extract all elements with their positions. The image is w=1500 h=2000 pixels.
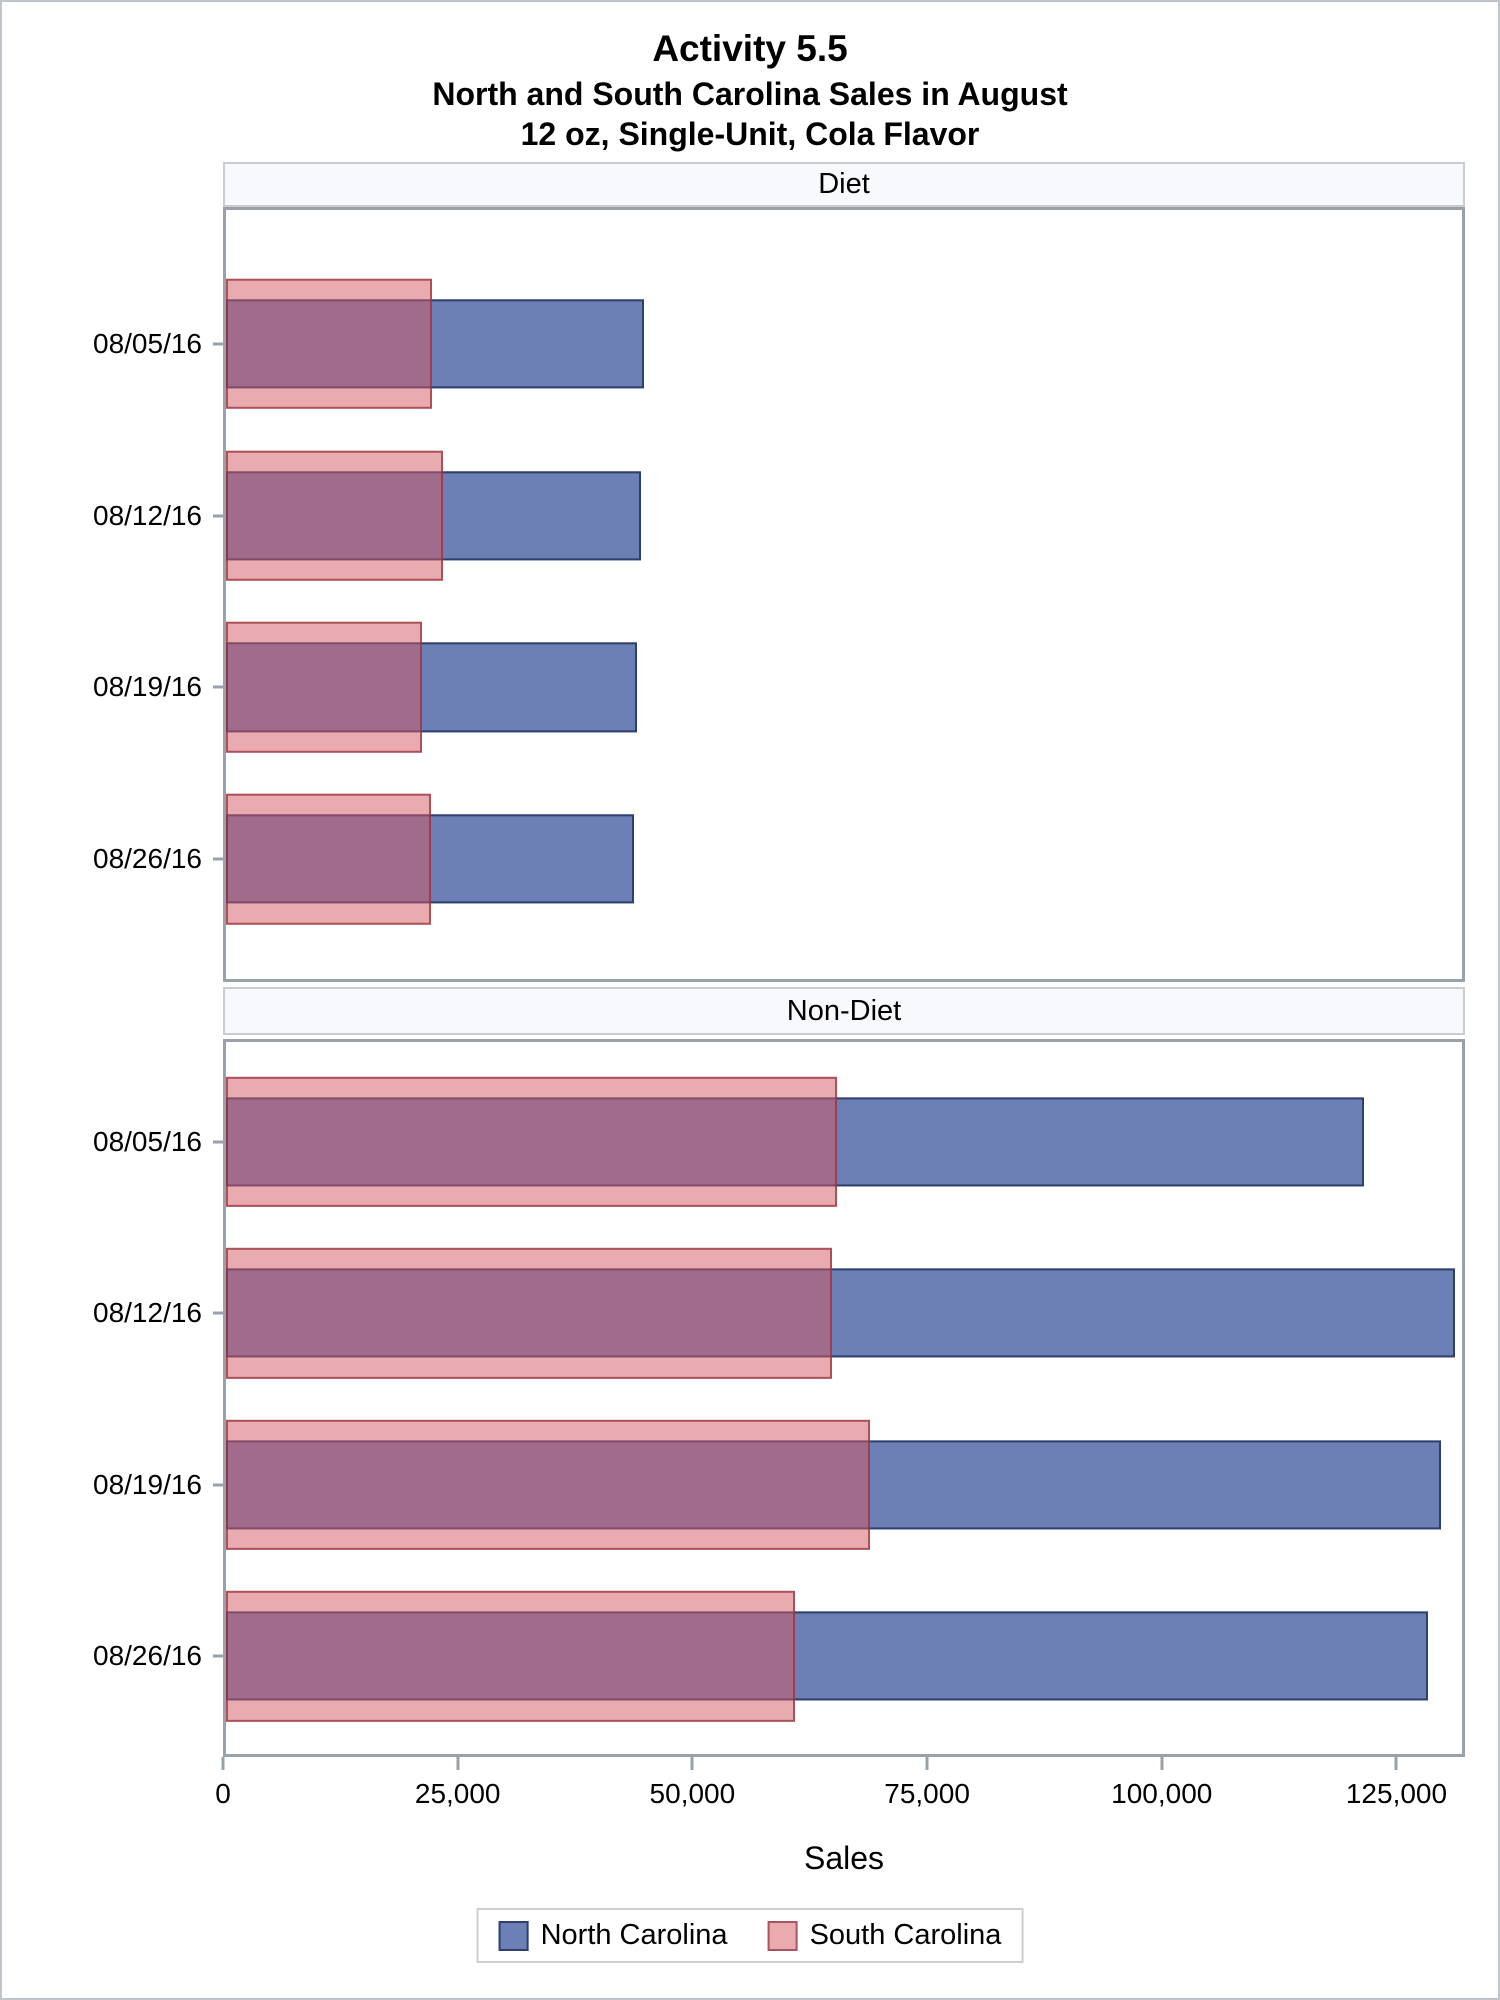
panel-header-diet: Diet xyxy=(223,162,1465,207)
legend-label: North Carolina xyxy=(540,1919,728,1951)
panel-plot-non-diet: 08/05/16 08/12/16 08/19/16 08/26/16 xyxy=(93,1039,1465,1757)
chart-subtitle-2: 12 oz, Single-Unit, Cola Flavor xyxy=(520,116,980,152)
bar-group-08/05/16: 08/05/16 xyxy=(93,258,1462,430)
bar-south-carolina xyxy=(226,1248,833,1379)
y-tick-mark xyxy=(213,342,223,346)
x-tick-label: 50,000 xyxy=(649,1778,736,1809)
bar-south-carolina xyxy=(226,450,443,581)
bar-south-carolina xyxy=(226,622,423,753)
y-tick-label: 08/05/16 xyxy=(93,1125,202,1157)
y-tick-mark xyxy=(213,1654,223,1658)
bar-group-08/12/16: 08/12/16 xyxy=(93,430,1462,602)
bar-group-08/19/16: 08/19/16 xyxy=(93,1399,1462,1571)
x-axis-ticks xyxy=(221,1757,1465,1771)
x-axis-title: Sales xyxy=(803,1840,885,1876)
x-axis-tick-labels: 0 25,000 50,000 75,000 100,000 125,000 xyxy=(215,1778,1465,1814)
bar-south-carolina xyxy=(226,1419,870,1550)
x-tick-label: 125,000 xyxy=(1345,1778,1448,1809)
x-tick-mark xyxy=(1394,1757,1398,1770)
panel-header-non-diet: Non-Diet xyxy=(223,987,1465,1035)
x-tick-label: 75,000 xyxy=(884,1778,970,1809)
y-tick-label: 08/26/16 xyxy=(93,1640,202,1672)
y-tick-label: 08/19/16 xyxy=(93,671,202,703)
y-tick-mark xyxy=(213,857,223,861)
y-tick-mark xyxy=(213,1311,223,1315)
plot-region: Diet 08/05/16 08/12/16 08/19/16 08/26/16 Non-… xyxy=(93,162,1465,1757)
legend-item-north-carolina: North Carolina xyxy=(498,1919,728,1952)
y-tick-mark xyxy=(213,514,223,518)
x-tick-label: 25,000 xyxy=(414,1778,501,1809)
legend: North Carolina South Carolina xyxy=(476,1908,1024,1963)
y-tick-label: 08/19/16 xyxy=(93,1468,202,1500)
legend-swatch-icon xyxy=(498,1920,529,1951)
y-tick-mark xyxy=(213,685,223,689)
y-tick-label: 08/26/16 xyxy=(93,843,202,875)
x-tick-mark xyxy=(690,1757,694,1770)
y-tick-mark xyxy=(213,1140,223,1144)
bar-south-carolina xyxy=(226,278,433,410)
panel-plot-diet: 08/05/16 08/12/16 08/19/16 08/26/16 xyxy=(93,207,1465,982)
bar-south-carolina xyxy=(226,1076,837,1207)
bar-group-08/12/16: 08/12/16 xyxy=(93,1228,1462,1400)
x-tick-mark xyxy=(456,1757,460,1770)
y-tick-mark xyxy=(213,1483,223,1487)
y-tick-label: 08/05/16 xyxy=(93,327,202,359)
bar-south-carolina xyxy=(226,1591,795,1722)
bar-south-carolina xyxy=(226,793,431,925)
bar-group-08/26/16: 08/26/16 xyxy=(93,1571,1462,1743)
x-tick-label: 0 xyxy=(215,1778,231,1809)
bar-group-08/05/16: 08/05/16 xyxy=(93,1056,1462,1228)
legend-label: South Carolina xyxy=(809,1919,1002,1951)
legend-swatch-icon xyxy=(767,1920,798,1951)
x-tick-mark xyxy=(221,1757,225,1770)
bar-group-08/19/16: 08/19/16 xyxy=(93,602,1462,774)
y-tick-label: 08/12/16 xyxy=(93,1297,202,1329)
x-tick-mark xyxy=(925,1757,929,1770)
bar-group-08/26/16: 08/26/16 xyxy=(93,773,1462,945)
chart-subtitle-1: North and South Carolina Sales in August xyxy=(432,76,1068,112)
legend-item-south-carolina: South Carolina xyxy=(767,1919,1002,1952)
chart-title: Activity 5.5 xyxy=(652,28,848,69)
x-tick-label: 100,000 xyxy=(1111,1778,1213,1809)
y-tick-label: 08/12/16 xyxy=(93,499,202,531)
x-tick-mark xyxy=(1160,1757,1164,1770)
